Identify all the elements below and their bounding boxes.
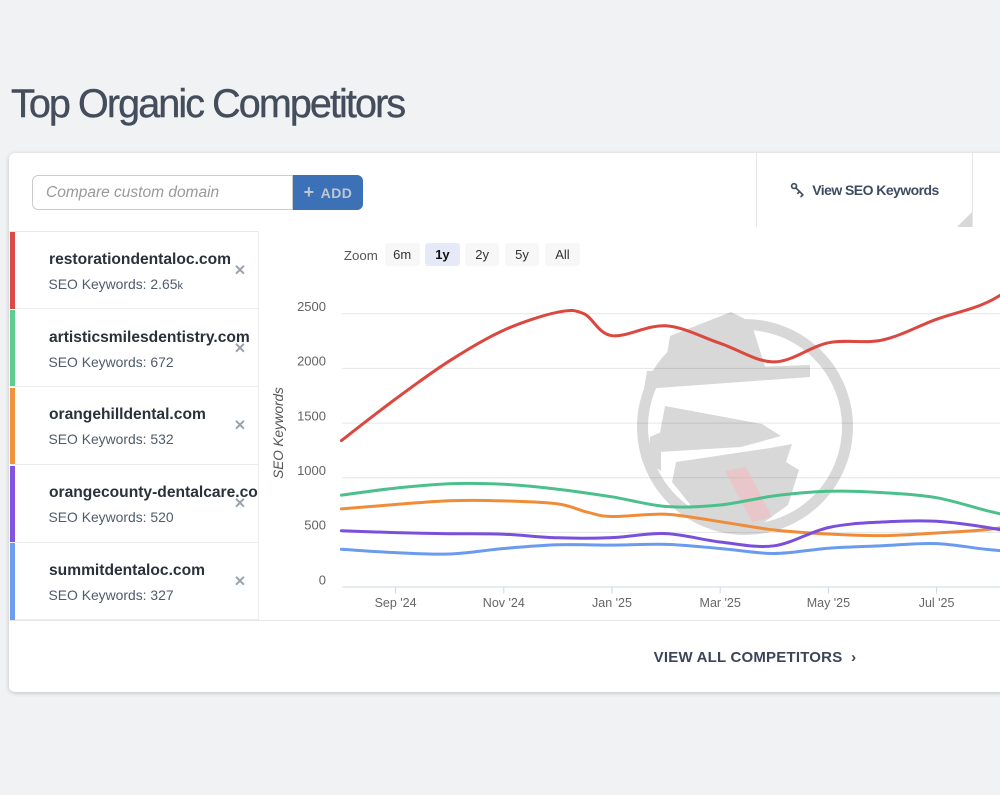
svg-text:Jan '25: Jan '25	[592, 596, 632, 610]
svg-text:2500: 2500	[297, 299, 326, 314]
svg-text:SEO Keywords: SEO Keywords	[271, 387, 286, 479]
svg-text:2000: 2000	[297, 354, 326, 369]
svg-text:1500: 1500	[297, 408, 326, 423]
svg-text:Jul '25: Jul '25	[919, 596, 955, 610]
svg-text:500: 500	[304, 518, 326, 533]
svg-text:Mar '25: Mar '25	[700, 596, 741, 610]
svg-text:Sep '24: Sep '24	[375, 596, 417, 610]
svg-text:1000: 1000	[297, 463, 326, 478]
svg-text:Nov '24: Nov '24	[483, 596, 525, 610]
svg-text:0: 0	[319, 572, 326, 587]
svg-text:May '25: May '25	[807, 596, 850, 610]
